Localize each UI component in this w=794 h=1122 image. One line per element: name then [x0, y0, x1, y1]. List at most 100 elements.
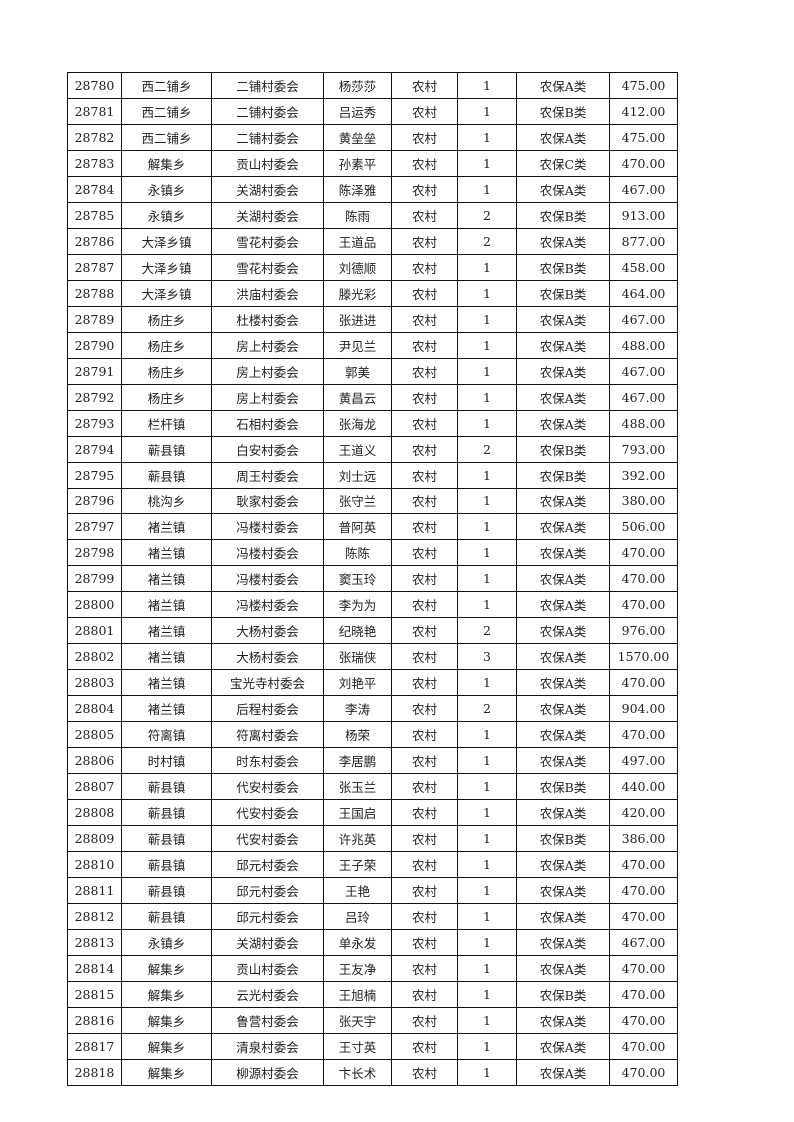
person-name-cell: 普阿英	[323, 513, 392, 541]
township-cell: 解集乡	[121, 1006, 212, 1034]
residence-type-cell: 农村	[391, 253, 458, 281]
village-committee-cell: 邱元村委会	[211, 903, 324, 930]
person-name-cell: 许兆英	[323, 825, 392, 853]
household-count-cell: 1	[457, 409, 517, 437]
township-cell: 褚兰镇	[121, 669, 212, 697]
insurance-category-cell: 农保A类	[516, 539, 610, 567]
household-count-cell: 1	[457, 72, 517, 99]
person-name-cell: 陈泽雅	[323, 175, 392, 203]
amount-cell: 386.00	[609, 825, 678, 853]
amount-cell: 470.00	[609, 539, 678, 567]
person-name-cell: 王旭楠	[323, 980, 392, 1008]
residence-type-cell: 农村	[391, 383, 458, 411]
serial-number-cell: 28793	[67, 409, 122, 437]
township-cell: 褚兰镇	[121, 565, 212, 593]
table-row: 28783 解集乡 贡山村委会 孙素平 农村 1 农保C类 470.00	[67, 149, 678, 177]
township-cell: 褚兰镇	[121, 643, 212, 671]
amount-cell: 470.00	[609, 149, 678, 177]
table-body: 28780 西二铺乡 二铺村委会 杨莎莎 农村 1 农保A类 475.00 28781 西二铺乡二…	[67, 72, 678, 1086]
table-row: 28801 褚兰镇 大杨村委会 纪晓艳 农村 2 农保A类 976.00	[67, 617, 678, 645]
amount-cell: 475.00	[609, 72, 678, 99]
household-count-cell: 3	[457, 643, 517, 671]
residence-type-cell: 农村	[391, 279, 458, 307]
residence-type-cell: 农村	[391, 721, 458, 749]
household-count-cell: 1	[457, 773, 517, 801]
village-committee-cell: 代安村委会	[211, 799, 324, 827]
household-count-cell: 1	[457, 928, 517, 956]
household-count-cell: 1	[457, 903, 517, 930]
amount-cell: 412.00	[609, 97, 678, 125]
insurance-category-cell: 农保A类	[516, 877, 610, 904]
serial-number-cell: 28812	[67, 903, 122, 930]
person-name-cell: 王道义	[323, 435, 392, 463]
serial-number-cell: 28803	[67, 669, 122, 697]
village-committee-cell: 邱元村委会	[211, 851, 324, 879]
insurance-category-cell: 农保A类	[516, 721, 610, 749]
amount-cell: 420.00	[609, 799, 678, 827]
amount-cell: 470.00	[609, 903, 678, 930]
residence-type-cell: 农村	[391, 175, 458, 203]
village-committee-cell: 邱元村委会	[211, 877, 324, 904]
amount-cell: 877.00	[609, 227, 678, 255]
household-count-cell: 1	[457, 175, 517, 203]
insurance-category-cell: 农保A类	[516, 617, 610, 645]
amount-cell: 1570.00	[609, 643, 678, 671]
village-committee-cell: 关湖村委会	[211, 928, 324, 956]
township-cell: 蕲县镇	[121, 825, 212, 853]
serial-number-cell: 28795	[67, 461, 122, 489]
insurance-category-cell: 农保A类	[516, 954, 610, 982]
table-row: 28787 大泽乡镇 雪花村委会 刘德顺 农村 1 农保B类 458.00	[67, 253, 678, 281]
household-count-cell: 1	[457, 539, 517, 567]
serial-number-cell: 28784	[67, 175, 122, 203]
amount-cell: 470.00	[609, 1006, 678, 1034]
person-name-cell: 张玉兰	[323, 773, 392, 801]
village-committee-cell: 冯楼村委会	[211, 513, 324, 541]
township-cell: 永镇乡	[121, 201, 212, 229]
insurance-category-cell: 农保A类	[516, 227, 610, 255]
table-row: 28816 解集乡 鲁营村委会 张天宇 农村 1 农保A类 470.00	[67, 1006, 678, 1034]
insurance-category-cell: 农保B类	[516, 461, 610, 489]
serial-number-cell: 28800	[67, 591, 122, 619]
residence-type-cell: 农村	[391, 539, 458, 567]
amount-cell: 458.00	[609, 253, 678, 281]
serial-number-cell: 28788	[67, 279, 122, 307]
village-committee-cell: 周王村委会	[211, 461, 324, 489]
village-committee-cell: 房上村委会	[211, 331, 324, 359]
residence-type-cell: 农村	[391, 877, 458, 904]
household-count-cell: 2	[457, 201, 517, 229]
township-cell: 永镇乡	[121, 928, 212, 956]
village-committee-cell: 石相村委会	[211, 409, 324, 437]
insurance-category-cell: 农保A类	[516, 513, 610, 541]
village-committee-cell: 时东村委会	[211, 747, 324, 775]
table-row: 28781 西二铺乡 二铺村委会 吕运秀 农村 1 农保B类 412.00	[67, 97, 678, 125]
amount-cell: 392.00	[609, 461, 678, 489]
serial-number-cell: 28791	[67, 357, 122, 385]
table-row: 28788 大泽乡镇 洪庙村委会 滕光彩 农村 1 农保B类 464.00	[67, 279, 678, 307]
table-row: 28796 桃沟乡 耿家村委会 张守兰 农村 1 农保A类 380.00	[67, 487, 678, 515]
person-name-cell: 王道品	[323, 227, 392, 255]
person-name-cell: 王友净	[323, 954, 392, 982]
person-name-cell: 单永发	[323, 928, 392, 956]
person-name-cell: 刘德顺	[323, 253, 392, 281]
household-count-cell: 1	[457, 877, 517, 904]
insurance-category-cell: 农保A类	[516, 383, 610, 411]
serial-number-cell: 28816	[67, 1006, 122, 1034]
serial-number-cell: 28806	[67, 747, 122, 775]
person-name-cell: 李居鹏	[323, 747, 392, 775]
residence-type-cell: 农村	[391, 591, 458, 619]
township-cell: 符离镇	[121, 721, 212, 749]
person-name-cell: 陈陈	[323, 539, 392, 567]
village-committee-cell: 贡山村委会	[211, 149, 324, 177]
insurance-category-cell: 农保A类	[516, 695, 610, 723]
insurance-category-cell: 农保A类	[516, 357, 610, 385]
village-committee-cell: 大杨村委会	[211, 643, 324, 671]
township-cell: 蕲县镇	[121, 903, 212, 930]
village-committee-cell: 白安村委会	[211, 435, 324, 463]
table-row: 28804 褚兰镇 后程村委会 李涛 农村 2 农保A类 904.00	[67, 695, 678, 723]
person-name-cell: 刘士远	[323, 461, 392, 489]
township-cell: 褚兰镇	[121, 617, 212, 645]
table-row: 28802 褚兰镇 大杨村委会 张瑞侠 农村 3 农保A类 1570.00	[67, 643, 678, 671]
household-count-cell: 1	[457, 825, 517, 853]
household-count-cell: 1	[457, 357, 517, 385]
amount-cell: 913.00	[609, 201, 678, 229]
